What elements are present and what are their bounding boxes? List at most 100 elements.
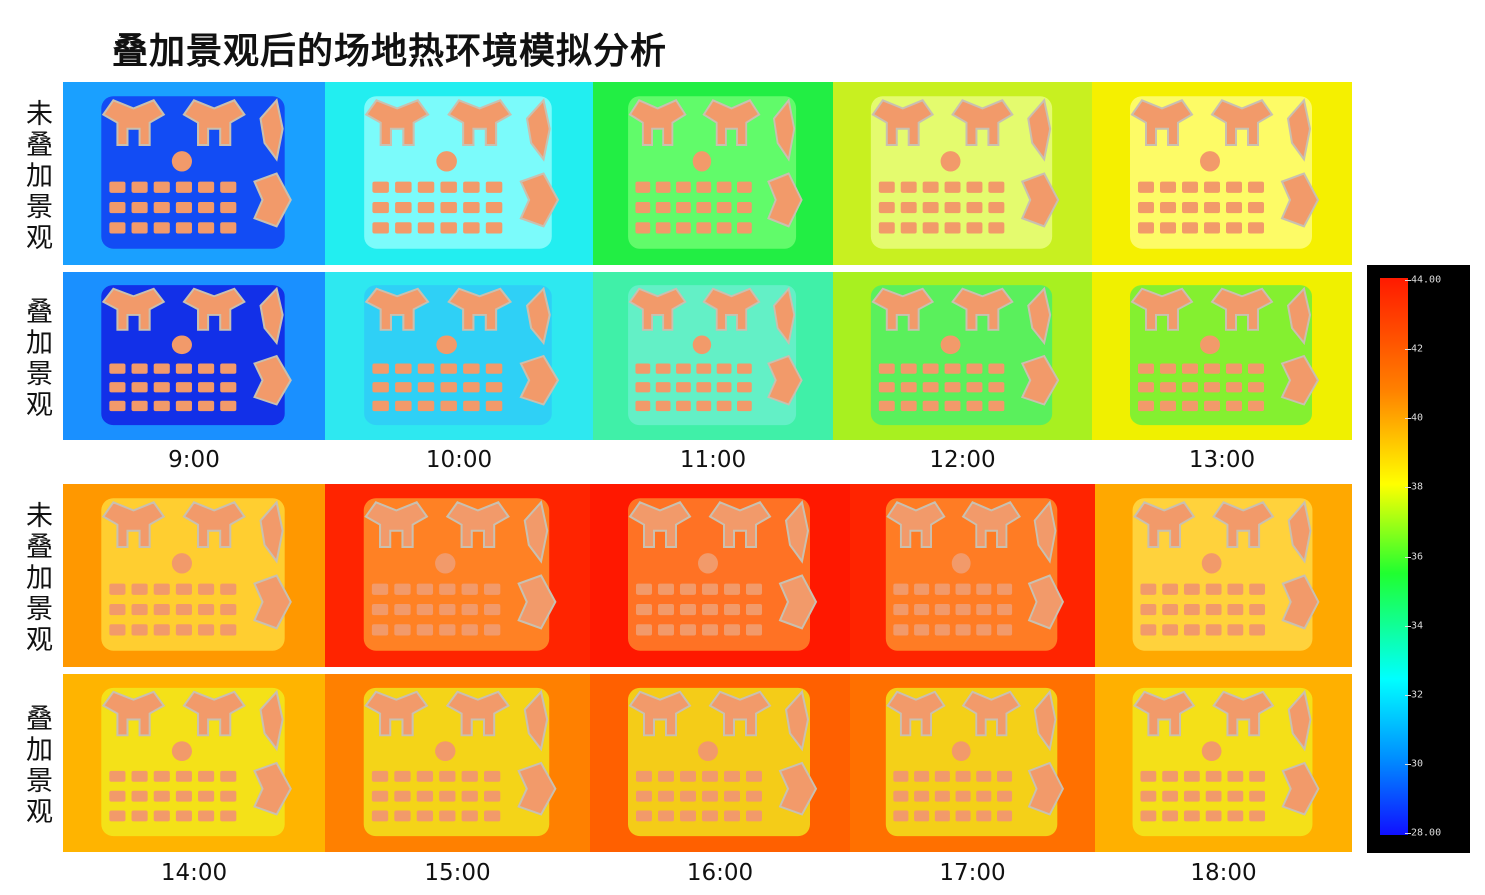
building [485, 400, 503, 412]
building [900, 201, 917, 214]
building [523, 689, 549, 752]
building [259, 689, 284, 752]
building [198, 770, 215, 782]
building [395, 222, 412, 234]
building [171, 335, 192, 355]
building [1183, 790, 1200, 802]
building [101, 690, 166, 737]
colorbar-tick [1405, 349, 1411, 351]
building [1162, 810, 1179, 822]
building [394, 770, 411, 782]
building [198, 790, 215, 802]
building [746, 770, 762, 782]
heatmap-panel [833, 82, 1092, 265]
colorbar-tick-label: 34 [1411, 620, 1424, 632]
building [914, 603, 930, 616]
building [519, 172, 560, 228]
building [1138, 363, 1154, 374]
building [955, 770, 971, 782]
building [628, 99, 687, 147]
building [1182, 201, 1198, 214]
building [680, 770, 696, 782]
building [395, 363, 412, 374]
building [153, 583, 170, 595]
building [417, 400, 435, 412]
building [961, 690, 1021, 737]
building [696, 181, 712, 193]
building [900, 222, 917, 234]
building [447, 287, 513, 331]
building [636, 603, 652, 616]
heatmap-panel [1092, 272, 1352, 440]
building [175, 624, 192, 636]
building [997, 790, 1013, 802]
building [259, 98, 284, 162]
building [767, 172, 803, 228]
building [914, 810, 930, 822]
building [680, 624, 696, 636]
building [988, 382, 1005, 393]
building [1249, 603, 1266, 616]
building [484, 770, 501, 782]
building [676, 382, 691, 393]
building [997, 603, 1013, 616]
building [440, 400, 457, 412]
building [1200, 151, 1220, 172]
colorbar-tick-label: 44.00 [1411, 274, 1442, 286]
building [737, 363, 752, 374]
building [658, 583, 674, 595]
building [696, 400, 712, 412]
building [198, 363, 215, 374]
building [1183, 583, 1200, 595]
time-label: 18:00 [1190, 860, 1257, 886]
building [153, 382, 170, 393]
building [1248, 222, 1264, 234]
building [1138, 382, 1154, 393]
building [220, 400, 237, 412]
building [746, 624, 762, 636]
building [1140, 583, 1157, 595]
building [131, 603, 148, 616]
building [976, 603, 992, 616]
building [635, 400, 651, 412]
building [1205, 770, 1222, 782]
building [1226, 400, 1242, 412]
building [182, 690, 246, 737]
building [966, 201, 983, 214]
building [944, 400, 961, 412]
building [934, 810, 950, 822]
building [955, 583, 971, 595]
building [1130, 287, 1194, 331]
building [372, 363, 389, 374]
building [997, 583, 1013, 595]
building [724, 603, 740, 616]
building [767, 354, 803, 406]
building [461, 603, 478, 616]
building [976, 770, 992, 782]
building [1183, 770, 1200, 782]
colorbar-tick-label: 40 [1411, 412, 1424, 424]
building [395, 400, 412, 412]
building [109, 770, 126, 782]
building [109, 222, 126, 234]
building [737, 181, 752, 193]
building [636, 624, 652, 636]
building [220, 583, 237, 595]
building [746, 583, 762, 595]
building [676, 201, 691, 214]
building [395, 181, 412, 193]
building [702, 624, 718, 636]
heatmap-panel [63, 272, 325, 440]
building [716, 382, 732, 393]
building [737, 201, 752, 214]
building [1140, 624, 1157, 636]
building [153, 201, 170, 214]
building [131, 583, 148, 595]
building [463, 363, 480, 374]
building [658, 603, 674, 616]
building [253, 354, 292, 406]
building [951, 287, 1014, 331]
building [1162, 583, 1179, 595]
building [101, 501, 166, 549]
building [435, 553, 456, 574]
